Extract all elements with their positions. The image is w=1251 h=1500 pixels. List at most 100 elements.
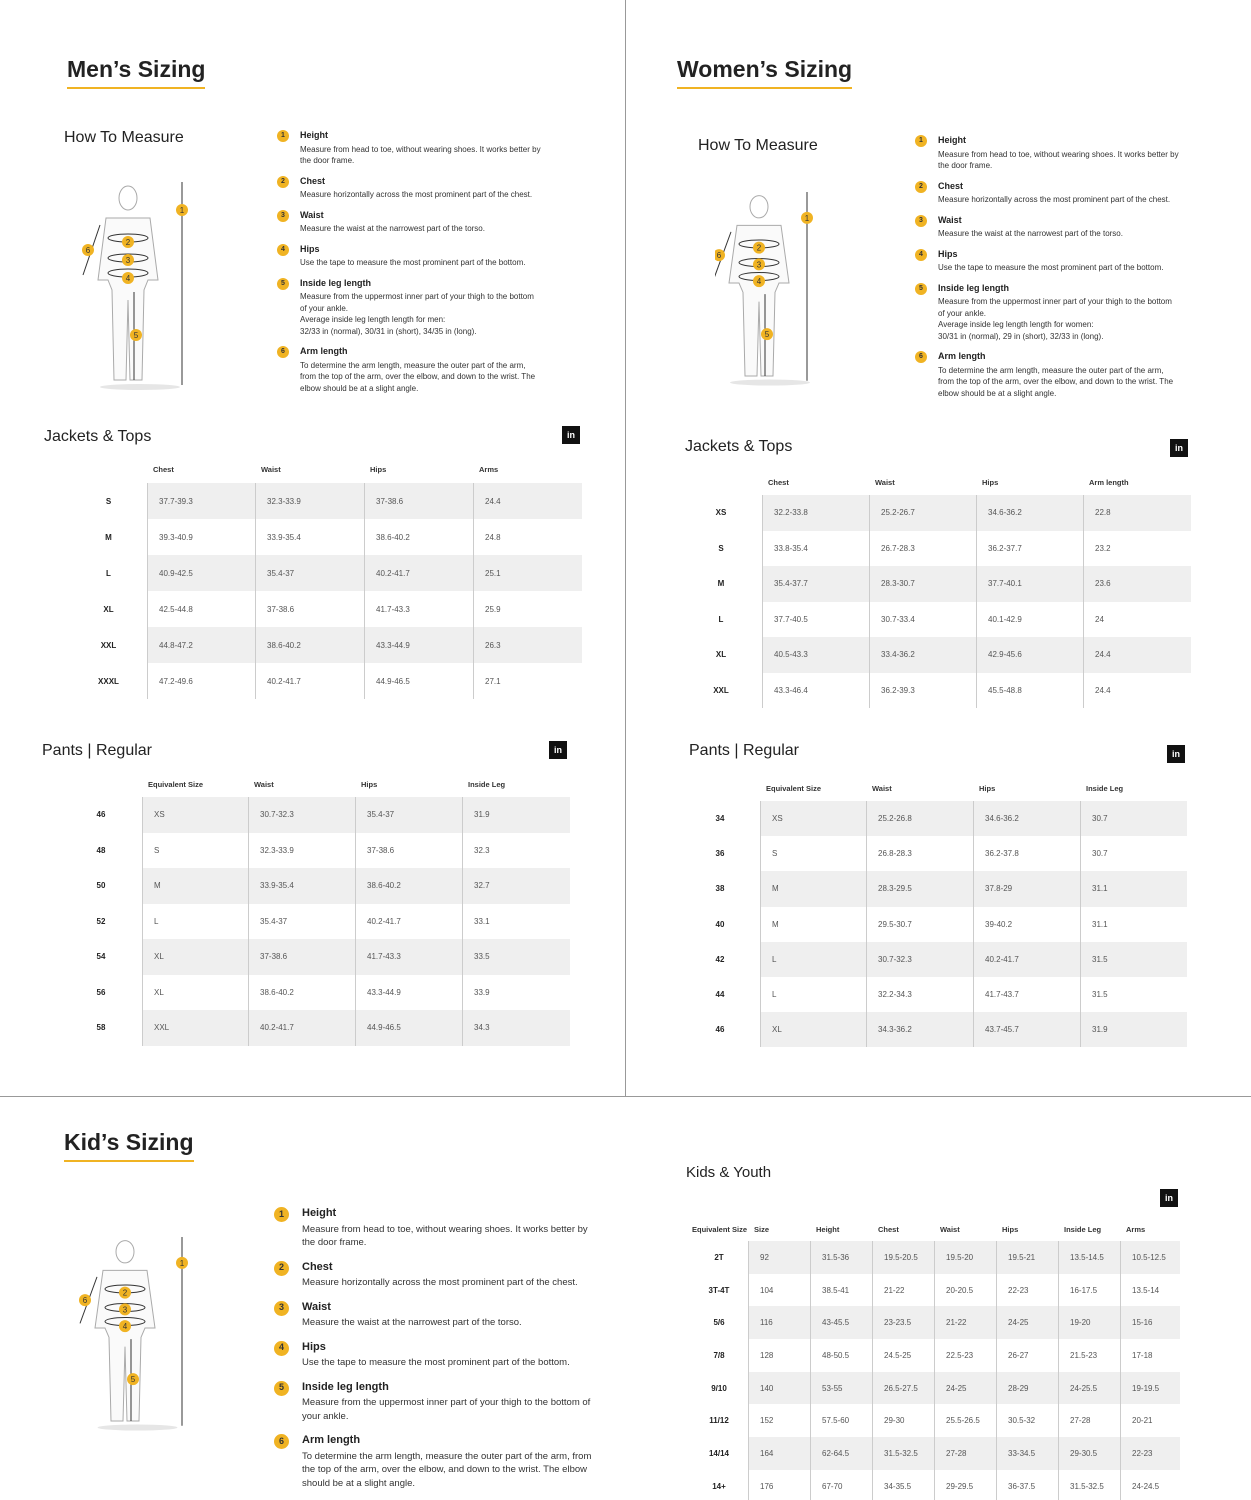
column-divider <box>473 483 474 699</box>
table-cell: 40.9-42.5 <box>147 555 255 591</box>
table-cell: 92 <box>748 1241 810 1274</box>
instruction-text: Average inside leg length length for wom… <box>938 320 1094 329</box>
table-cell: 116 <box>748 1306 810 1340</box>
marker-number: 4 <box>126 274 131 283</box>
table-cell: 43.7-45.7 <box>973 1012 1080 1048</box>
marker-number: 1 <box>180 206 185 215</box>
instruction-text: Measure the waist at the narrowest part … <box>938 229 1123 238</box>
instruction-heading: Height <box>938 135 966 145</box>
figure-shadow <box>730 379 810 386</box>
table-cell: 30.7-33.4 <box>881 614 915 624</box>
marker-number: 5 <box>765 330 770 339</box>
table-cell: 41.7-43.3 <box>355 939 462 975</box>
table-cell: 48-50.5 <box>822 1350 850 1360</box>
womens-pants-title: Pants | Regular <box>689 742 799 759</box>
linkedin-icon[interactable]: in <box>1160 1189 1178 1207</box>
kids-measure-figure: 1 2 3 4 5 6 <box>79 1237 188 1431</box>
column-header: Size <box>754 1225 770 1234</box>
figure-body <box>97 217 159 381</box>
table-cell: 31.9 <box>1080 1012 1187 1048</box>
instruction-heading: Hips <box>300 243 320 254</box>
table-cell: 44.9-46.5 <box>355 1010 462 1046</box>
table-cell: 24.5-25 <box>884 1350 912 1360</box>
measure-marker-icon <box>79 1294 91 1307</box>
marker-number: 1 <box>180 1259 185 1268</box>
column-divider <box>760 801 761 1048</box>
table-cell: 42.9-45.6 <box>976 637 1083 673</box>
row-label: 50 <box>96 881 106 891</box>
figure-head <box>118 185 138 211</box>
row-label: 36 <box>715 849 725 859</box>
linkedin-icon[interactable]: in <box>562 426 580 444</box>
table-cell: 24.4 <box>473 483 582 519</box>
table-cell: 41.7-43.3 <box>376 604 410 614</box>
column-header: Inside Leg <box>1086 784 1124 793</box>
row-label: 11/12 <box>709 1416 729 1426</box>
table-cell: 26.7-28.3 <box>881 543 915 553</box>
row-label: XS <box>715 508 727 518</box>
table-cell: 25.2-26.7 <box>869 495 976 531</box>
table-cell: 38.6-40.2 <box>255 627 364 663</box>
table-cell: 33.9-35.4 <box>267 532 301 542</box>
linkedin-icon[interactable]: in <box>1170 439 1188 457</box>
womens-measure-figure: 1 2 3 4 5 6 <box>715 192 813 386</box>
column-divider <box>1058 1241 1059 1500</box>
instruction-item: 2 Chest Measure horizontally across the mo… <box>277 175 542 201</box>
measure-marker-icon <box>127 1373 139 1386</box>
womens-how-to-measure-heading: How To Measure <box>698 137 818 154</box>
table-cell: 24-25 <box>996 1306 1058 1340</box>
table-cell: 57.5-60 <box>822 1416 850 1426</box>
figure-head <box>749 195 769 219</box>
instruction-item: 5 Inside leg length Measure from the upper… <box>915 282 1180 343</box>
marker-number: 2 <box>126 238 131 247</box>
table-cell: 29.5-30.7 <box>878 919 912 929</box>
number-badge-icon: 5 <box>274 1380 289 1396</box>
table-cell: 41.7-43.7 <box>985 990 1019 1000</box>
column-header: Waist <box>254 780 274 789</box>
instruction-heading: Inside leg length <box>300 277 372 288</box>
figure-body <box>728 224 790 377</box>
row-label: 7/8 <box>713 1350 725 1360</box>
instruction-heading: Inside leg length <box>938 282 1010 293</box>
table-cell: 23-23.5 <box>872 1306 934 1340</box>
measure-marker-icon <box>753 258 765 271</box>
column-header: Equivalent Size <box>692 1225 748 1234</box>
marker-number: 4 <box>757 277 762 286</box>
number-badge-icon: 2 <box>915 180 927 193</box>
womens-jackets-title: Jackets & Tops <box>685 438 793 455</box>
number-badge-icon: 4 <box>274 1340 289 1356</box>
instruction-item: 1 Height Measure from head to toe, without… <box>274 1207 594 1250</box>
table-cell: 39-40.2 <box>985 919 1013 929</box>
table-cell: 22.8 <box>1083 495 1191 531</box>
table-cell: 16-17.5 <box>1070 1285 1098 1295</box>
linkedin-icon[interactable]: in <box>1167 745 1185 763</box>
figure-body <box>94 1269 156 1422</box>
table-cell: 35.4-37 <box>355 797 462 833</box>
column-divider <box>142 797 143 1046</box>
figure-shadow <box>97 1424 178 1431</box>
number-badge-icon: 3 <box>915 214 927 227</box>
table-cell: 22.5-23 <box>946 1350 974 1360</box>
column-divider <box>869 495 870 708</box>
marker-number: 6 <box>86 246 91 255</box>
table-cell: 67-70 <box>822 1481 843 1491</box>
instruction-heading: Height <box>302 1207 337 1219</box>
mens-jackets-title: Jackets & Tops <box>44 428 152 445</box>
instruction-heading: Arm length <box>938 351 986 361</box>
table-cell: 37.7-39.3 <box>147 483 255 519</box>
table-cell: 25.2-26.8 <box>866 801 973 837</box>
column-header: Chest <box>153 465 174 474</box>
table-cell: L <box>760 941 866 977</box>
table-cell: 33.1 <box>474 916 490 926</box>
kids-youth-title: Kids & Youth <box>686 1164 772 1181</box>
table-cell: 35.4-37.7 <box>762 566 869 602</box>
mens-pants-title: Pants | Regular <box>42 742 152 759</box>
table-cell: 31.5-32.5 <box>872 1437 934 1470</box>
instruction-heading: Chest <box>300 175 326 186</box>
marker-number: 6 <box>83 1296 88 1305</box>
linkedin-icon[interactable]: in <box>549 741 567 759</box>
instruction-text: Measure from head to toe, without wearin… <box>938 149 1179 171</box>
column-header: Inside Leg <box>1064 1225 1102 1234</box>
table-cell: 38.6-40.2 <box>260 987 294 997</box>
horizontal-divider <box>0 1096 1251 1097</box>
